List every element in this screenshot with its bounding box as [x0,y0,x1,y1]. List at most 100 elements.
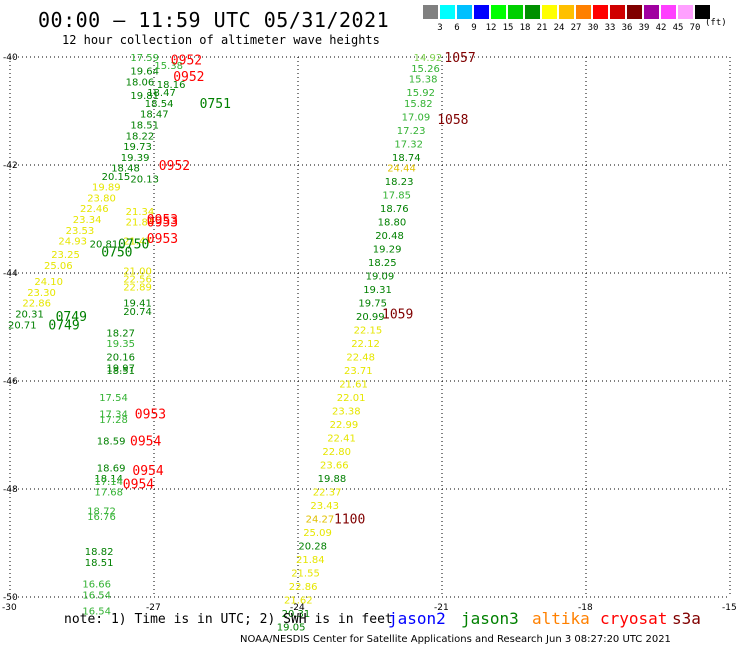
legend-swatch [457,5,472,19]
swh-value-label: 18.72 [87,507,116,518]
swh-value-label: 23.80 [87,193,116,204]
swh-value-label: 24.93 [58,237,87,248]
swh-value-label: 18.47 [147,88,176,99]
swh-value-label: 15.92 [406,88,435,99]
time-label: 0952 [159,159,190,174]
legend-swatch [695,5,710,19]
footer-credit: NOAA/NESDIS Center for Satellite Applica… [240,634,671,645]
swh-value-label: 22.41 [327,434,356,445]
swh-value-label: 17.85 [382,191,411,202]
swh-value-label: 19.88 [318,474,347,485]
swh-value-label: 15.38 [409,75,438,86]
swh-value-label: 16.54 [82,607,111,618]
legend-unit: (ft) [705,18,727,28]
legend-swatch [423,5,438,19]
legend-level-label: 36 [621,23,633,33]
y-tick-label: -48 [3,485,18,495]
legend-level-label: 18 [519,23,531,33]
swh-value-label: 23.53 [66,226,95,237]
legend-level-label: 42 [655,23,667,33]
legend-swatch [508,5,523,19]
legend-level-label: 24 [553,23,565,33]
swh-value-label: 19.41 [123,299,152,310]
swh-value-label: 20.74 [123,307,152,318]
swh-value-label: 19.09 [366,272,395,283]
swh-value-label: 21.84 [296,555,325,566]
time-label: 0953 [147,213,178,228]
swh-value-label: 19.89 [92,183,121,194]
swh-value-label: 23.38 [332,407,361,418]
chart-title: 00:00 — 11:59 UTC 05/31/2021 [38,8,390,32]
swh-value-label: 22.99 [330,420,359,431]
swh-value-label: 20.48 [375,231,404,242]
swh-value-label: 19.81 [130,91,159,102]
x-tick-label: -24 [290,603,305,613]
swh-value-label: 22.80 [322,447,351,458]
swh-value-label: 19.39 [121,153,150,164]
y-tick-label: -46 [3,377,18,387]
time-label: 0954 [123,478,154,493]
swh-value-label: 20.31 [282,609,311,620]
time-label: 1059 [382,308,413,323]
swh-value-label: 21.34 [126,207,155,218]
swh-value-label: 18.51 [85,558,114,569]
swh-value-label: 17.09 [402,112,431,123]
swh-value-label: 18.47 [140,110,169,121]
swh-value-label: 24.10 [34,277,63,288]
time-label: 0954 [132,464,163,479]
time-label: 1057 [444,51,475,66]
swh-value-label: 21.84 [126,218,155,229]
time-label: 0952 [171,54,202,69]
swh-value-label: 21.00 [123,266,152,277]
time-label: 0953 [147,232,178,247]
swh-value-label: 18.22 [126,131,155,142]
swh-value-label: 18.23 [385,177,414,188]
swh-value-label: 15.26 [411,64,440,75]
satellite-name-s3a: s3a [672,609,701,628]
swh-value-label: 23.25 [51,250,80,261]
time-label: 0952 [173,70,204,85]
legend-swatch [610,5,625,19]
legend-level-label: 70 [689,23,701,33]
time-label: 0750 [118,237,149,252]
legend-swatch [542,5,557,19]
swh-value-label: 20.31 [15,310,44,321]
swh-value-label: 16.66 [82,580,111,591]
legend-swatch [644,5,659,19]
swh-value-label: 22.15 [354,326,383,337]
time-label: 0751 [200,97,231,112]
legend-level-label: 45 [672,23,684,33]
x-tick-label: -30 [2,603,17,613]
swh-value-label: 17.14 [94,477,123,488]
swh-value-label: 20.15 [102,172,131,183]
swh-value-label: 18.51 [130,121,159,132]
satellite-name-jason2: jason2 [388,609,446,628]
swh-value-label: 21.62 [284,596,313,607]
swh-value-label: 17.68 [94,488,123,499]
swh-value-label: 23.43 [310,501,339,512]
time-label: 0749 [48,318,79,333]
y-tick-label: -42 [3,161,18,171]
legend-swatch [593,5,608,19]
swh-value-label: 20.28 [298,542,327,553]
swh-value-label: 22.12 [351,339,380,350]
legend-swatch [440,5,455,19]
swh-value-label: 19.64 [130,67,159,78]
legend-level-label: 21 [536,23,548,33]
swh-value-label: 23.30 [27,288,56,299]
note-text: note: 1) Time is in UTC; 2) SWH is in fe… [64,612,393,627]
legend-level-label: 12 [485,23,497,33]
swh-value-label: 23.71 [344,366,373,377]
swh-value-label: 18.74 [392,153,421,164]
x-tick-label: -15 [722,603,737,613]
swh-value-label: 18.27 [106,328,135,339]
swh-value-label: 14.92 [414,53,443,64]
time-label: 0954 [130,434,161,449]
swh-value-label: 21.47 [123,237,152,248]
swh-value-label: 19.35 [106,339,135,350]
legend-level-label: 9 [471,23,477,33]
swh-value-label: 18.80 [378,218,407,229]
time-label: 0749 [56,310,87,325]
swh-value-label: 19.97 [106,364,135,375]
